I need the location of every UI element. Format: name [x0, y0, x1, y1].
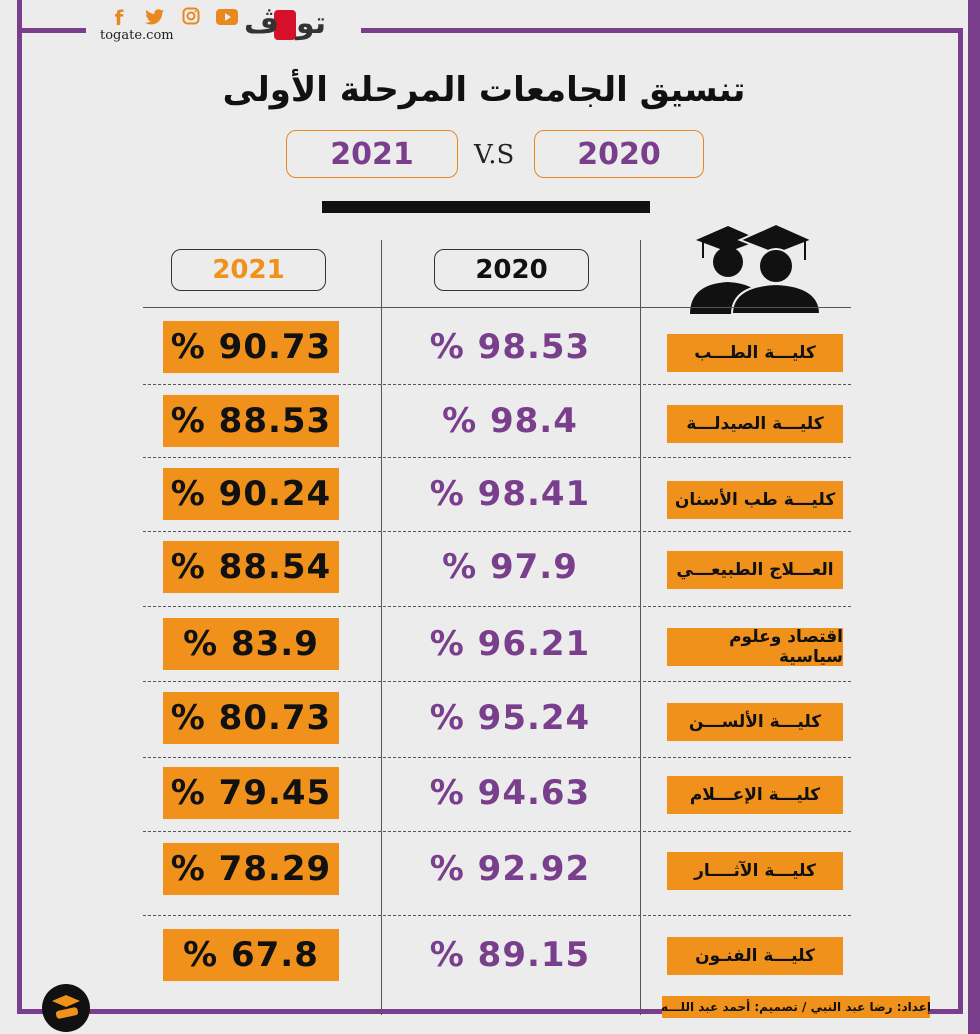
- vs-label: V.S: [474, 140, 515, 170]
- year-pill-2021: 2021: [286, 130, 458, 178]
- row-divider: [143, 384, 851, 385]
- cell-2020-value: % 92.92: [429, 849, 591, 889]
- twitter-icon[interactable]: [144, 6, 166, 30]
- cell-2021-value: % 88.54: [163, 541, 339, 593]
- social-links: f: [108, 6, 238, 30]
- side-accent-bar: [968, 0, 980, 1034]
- cell-2021-value: % 90.73: [163, 321, 339, 373]
- cell-2021-value: % 79.45: [163, 767, 339, 819]
- cell-2021-value: % 88.53: [163, 395, 339, 447]
- row-divider: [143, 831, 851, 832]
- cell-2021-value: % 83.9: [163, 618, 339, 670]
- page-title: تنسيق الجامعات المرحلة الأولى: [222, 70, 746, 110]
- cell-2020-value: % 98.41: [429, 474, 591, 514]
- faculty-label: كليـــة طب الأسنان: [667, 481, 843, 519]
- cell-2021-value: % 90.24: [163, 468, 339, 520]
- logo-mark: [274, 10, 296, 40]
- row-divider: [143, 681, 851, 682]
- facebook-icon[interactable]: f: [114, 6, 124, 30]
- cell-2020-value: % 98.4: [442, 401, 578, 441]
- cell-2021-value: % 67.8: [163, 929, 339, 981]
- cell-2021-value: % 80.73: [163, 692, 339, 744]
- infographic-frame: [17, 28, 963, 1014]
- cell-2020-value: % 95.24: [429, 698, 591, 738]
- cell-2020-value: % 98.53: [429, 327, 591, 367]
- faculty-label: كليـــة الألســـن: [667, 703, 843, 741]
- faculty-label: كليـــة الصيدلـــة: [667, 405, 843, 443]
- logo-text: تو: [296, 6, 327, 41]
- column-header-2020: 2020: [434, 249, 589, 291]
- brand-logo: تو ڤ: [244, 6, 344, 44]
- faculty-label: كليـــة الطـــب: [667, 334, 843, 372]
- cell-2020-value: % 96.21: [429, 624, 591, 664]
- faculty-label: كليـــة الإعـــلام: [667, 776, 843, 814]
- column-divider-right: [640, 240, 641, 1015]
- row-divider: [143, 606, 851, 607]
- column-header-2021: 2021: [171, 249, 326, 291]
- row-divider: [143, 531, 851, 532]
- frame-edge: [17, 0, 22, 34]
- youtube-icon[interactable]: [216, 6, 238, 30]
- row-divider: [143, 757, 851, 758]
- header-underline: [143, 307, 851, 308]
- cell-2021-value: % 78.29: [163, 843, 339, 895]
- logo-prefix: ڤ: [244, 6, 279, 41]
- cell-2020-value: % 97.9: [442, 547, 578, 587]
- site-url[interactable]: togate.com: [100, 28, 174, 43]
- title-divider: [322, 201, 650, 213]
- column-divider-left: [381, 240, 382, 1015]
- instagram-icon[interactable]: [180, 6, 202, 30]
- faculty-label: اقتصاد وعلوم سياسية: [667, 627, 843, 667]
- credits-bar: إعداد: رضا عبد النبي / تصميم: أحمد عبد ا…: [661, 996, 931, 1018]
- faculty-label: العـــلاج الطبيعـــي: [667, 551, 843, 589]
- faculty-label: كليـــة الفنـون: [667, 937, 843, 975]
- cell-2020-value: % 89.15: [429, 935, 591, 975]
- diploma-icon: [42, 984, 90, 1032]
- graduates-icon: [690, 222, 822, 314]
- row-divider: [143, 457, 851, 458]
- row-divider: [143, 915, 851, 916]
- year-pill-2020: 2020: [534, 130, 704, 178]
- cell-2020-value: % 94.63: [429, 773, 591, 813]
- faculty-label: كليـــة الآثــــار: [667, 852, 843, 890]
